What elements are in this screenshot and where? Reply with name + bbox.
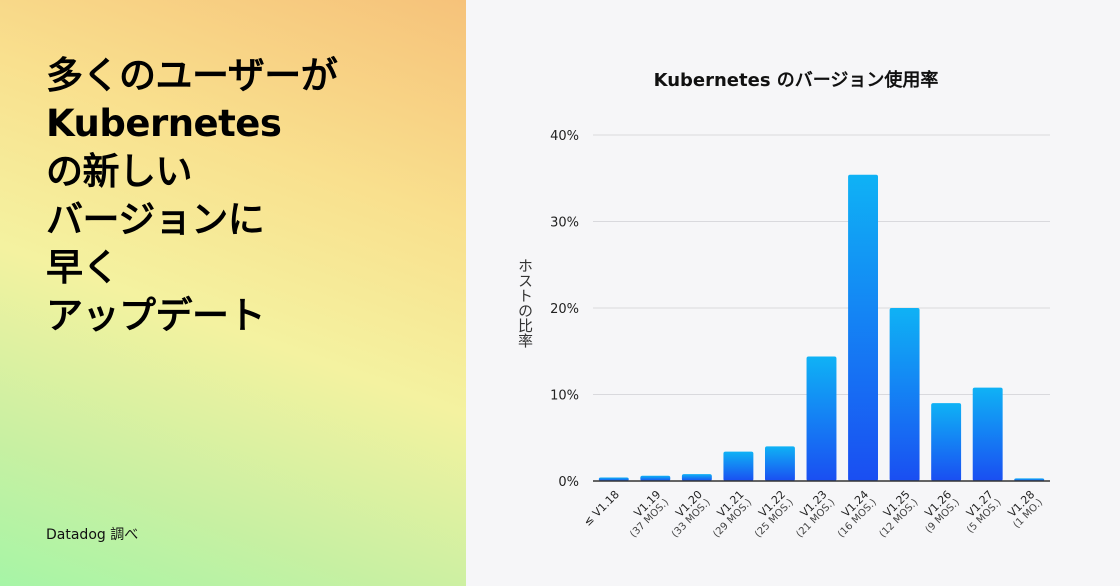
x-tick-label-group: V1.22(25 MOS.) <box>753 488 796 540</box>
left-panel: 多くのユーザーが Kubernetes の新しい バージョンに 早く アップデー… <box>0 0 466 586</box>
x-tick-label-group: V1.25(12 MOS.) <box>878 488 921 540</box>
headline-line: 多くのユーザーが <box>46 54 338 97</box>
y-tick-label: 40% <box>550 129 579 144</box>
y-tick-label: 10% <box>550 389 579 404</box>
y-tick-label: 30% <box>550 216 579 231</box>
bar <box>972 387 1003 481</box>
bar <box>723 451 754 481</box>
bar <box>931 403 962 481</box>
bar <box>764 446 795 481</box>
bar <box>598 477 629 481</box>
x-tick-label-group: V1.21(29 MOS.) <box>711 488 754 540</box>
x-tick-label-group: V1.23(21 MOS.) <box>794 488 837 540</box>
bar <box>848 174 879 482</box>
headline-line: 早く <box>46 246 120 289</box>
grid-layer <box>593 134 1050 395</box>
chart-title: Kubernetes のバージョン使用率 <box>653 70 939 91</box>
headline-line: バージョンに <box>46 198 265 241</box>
headline: 多くのユーザーが Kubernetes の新しい バージョンに 早く アップデー… <box>46 52 446 340</box>
headline-line: Kubernetes <box>46 102 282 145</box>
headline-line: アップデート <box>46 294 266 337</box>
y-tick-label: 20% <box>550 302 579 317</box>
bar <box>681 474 712 481</box>
bar-layer <box>598 174 1045 482</box>
bar-chart: 0% 10% 20% 30% 40% ≤ V1.18 V1.19(37 MOS.) V1.20… <box>550 129 1050 540</box>
bar <box>806 356 837 481</box>
x-tick-label-group: V1.27(5 MOS.) <box>964 488 1004 536</box>
x-tick-label-group: V1.26(9 MOS.) <box>922 488 962 536</box>
x-tick-label-group: V1.19(37 MOS.) <box>628 488 671 540</box>
y-axis-label: ホストの比率 <box>516 258 534 348</box>
headline-line: の新しい <box>46 150 193 193</box>
x-tick-label-group: V1.28(1 MO.) <box>1006 488 1046 531</box>
bar <box>640 475 671 481</box>
source-note: Datadog 調べ <box>46 527 139 543</box>
x-tick-label-group: ≤ V1.18 <box>581 488 622 529</box>
bar <box>889 308 920 481</box>
y-tick-label: 0% <box>558 475 579 490</box>
chart-panel: Kubernetes のバージョン使用率 ホストの比率 0% 10% 20% 30% 4… <box>466 0 1120 586</box>
x-tick-label-group: V1.20(33 MOS.) <box>670 488 713 540</box>
x-tick-label: ≤ V1.18 <box>581 488 622 529</box>
x-tick-label-group: V1.24(16 MOS.) <box>836 488 879 540</box>
